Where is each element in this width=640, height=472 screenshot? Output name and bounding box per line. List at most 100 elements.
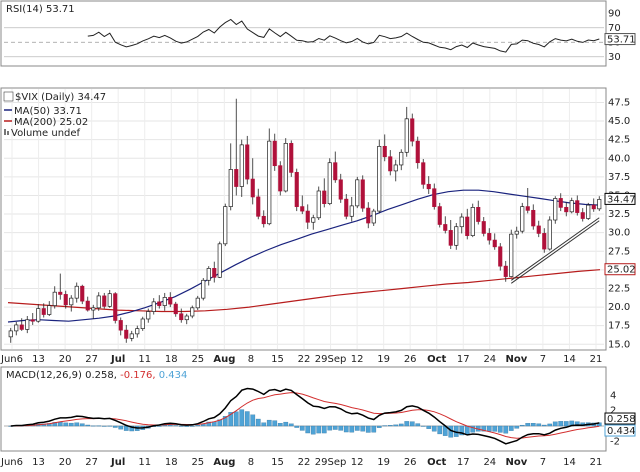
candle <box>179 308 184 323</box>
macd-tick-label: -2 <box>610 436 620 447</box>
candle <box>41 303 46 318</box>
x-axis-labels-bottom: Jun6 13 20 27 Jul 11 18 25 Aug 8 15 22 29Sep 12 19 26 Oc… <box>0 457 602 468</box>
candle-body <box>338 179 343 200</box>
macd-histogram-bar <box>398 423 404 427</box>
trendline <box>510 217 600 281</box>
candle-body <box>8 330 13 338</box>
candle-body <box>107 293 112 307</box>
rsi-tick-label: 70 <box>608 23 621 34</box>
candle <box>223 203 228 247</box>
candle <box>14 321 19 336</box>
candle <box>305 204 310 229</box>
macd-current-tag: 0.258 <box>604 412 636 425</box>
candle-body <box>173 303 178 315</box>
candle-body <box>454 226 459 246</box>
candle <box>316 186 321 221</box>
macd-histogram-bar <box>519 424 525 427</box>
candle-body <box>206 268 211 281</box>
x-axis-label-bottom: Aug <box>213 457 235 468</box>
x-axis-label-bottom: 7 <box>540 457 546 468</box>
candle-body <box>146 311 151 320</box>
candle <box>476 200 481 225</box>
x-axis-label-bottom: 11 <box>138 457 151 468</box>
macd-histogram-bar <box>365 425 371 433</box>
candle-body <box>223 206 228 245</box>
candle <box>47 301 52 317</box>
rsi-panel: RSI(14) 53.71 9070503053.71 <box>0 0 636 67</box>
candle-body <box>426 183 431 190</box>
candle-body <box>124 329 129 339</box>
x-axis-label: 15 <box>271 354 284 365</box>
candle-legend-icon <box>3 91 14 102</box>
candle <box>586 202 591 221</box>
candle <box>536 220 541 238</box>
price-panel: 47.545.042.540.037.535.032.530.027.525.0… <box>0 87 636 351</box>
macd-histogram-bar <box>272 420 278 427</box>
candle-body <box>410 118 415 142</box>
candle <box>569 197 574 214</box>
rsi-tick-label: 30 <box>608 52 621 63</box>
candle-body <box>355 179 360 207</box>
macd-histogram-bar <box>294 425 300 428</box>
macd-histogram-bar <box>547 423 553 427</box>
candle <box>580 208 585 222</box>
macd-histogram-bar <box>79 423 85 427</box>
macd-histogram-bar <box>541 424 547 427</box>
candle-body <box>179 313 184 321</box>
candle <box>371 208 376 226</box>
macd-histogram-bar <box>222 416 228 427</box>
macd-line <box>10 387 600 445</box>
candle <box>256 188 261 220</box>
candle-body <box>102 295 107 307</box>
candle-body <box>201 279 206 299</box>
x-axis-label-bottom: Jul <box>110 457 125 468</box>
candle <box>465 208 470 240</box>
x-axis-label: 18 <box>165 354 178 365</box>
last-price-tag-text: 34.47 <box>607 194 636 205</box>
candle <box>272 133 277 171</box>
candle-body <box>586 204 591 219</box>
macd-histogram-bar <box>497 425 503 433</box>
candle-body <box>591 204 596 210</box>
candle <box>140 316 145 331</box>
candle <box>190 305 195 319</box>
candle-body <box>487 233 492 241</box>
price-plot <box>7 98 602 343</box>
candle <box>102 292 107 309</box>
candle-body <box>564 207 569 213</box>
candle <box>69 295 74 312</box>
macd-histogram-bar <box>63 422 69 427</box>
candle <box>520 202 525 234</box>
ma200-line <box>7 269 601 313</box>
candle-body <box>300 206 305 212</box>
candle <box>333 151 338 183</box>
ma200-price-tag-text: 25.02 <box>607 265 636 276</box>
candle <box>300 195 305 215</box>
candle <box>410 113 415 147</box>
x-axis-label: 22 <box>298 354 311 365</box>
macd-histogram-bar <box>250 414 256 427</box>
candle-body <box>509 233 514 277</box>
candle <box>415 136 420 169</box>
candle-body <box>267 140 272 225</box>
rsi-tick-label: 90 <box>608 8 621 19</box>
x-axis-label-bottom: 20 <box>59 457 72 468</box>
macd-histogram-bar <box>382 425 388 427</box>
x-axis-label-bottom: 29Sep <box>315 457 347 468</box>
candle <box>80 284 85 305</box>
x-axis-label-bottom: 24 <box>483 457 496 468</box>
candle-body <box>261 215 266 225</box>
candle <box>107 289 112 308</box>
macd-histogram-bar <box>310 425 316 435</box>
macd-histogram-bar <box>563 421 569 427</box>
macd-histogram-bar <box>354 425 360 431</box>
candle-body <box>217 243 222 278</box>
macd-histogram-bar <box>486 425 492 432</box>
x-axis-label: Nov <box>505 354 527 365</box>
macd-histogram-bar <box>156 425 162 427</box>
macd-histogram-bar <box>558 421 564 427</box>
price-tick-label: 40.0 <box>608 153 630 164</box>
macd-histogram-bar <box>437 425 443 435</box>
candle-body <box>470 207 475 236</box>
